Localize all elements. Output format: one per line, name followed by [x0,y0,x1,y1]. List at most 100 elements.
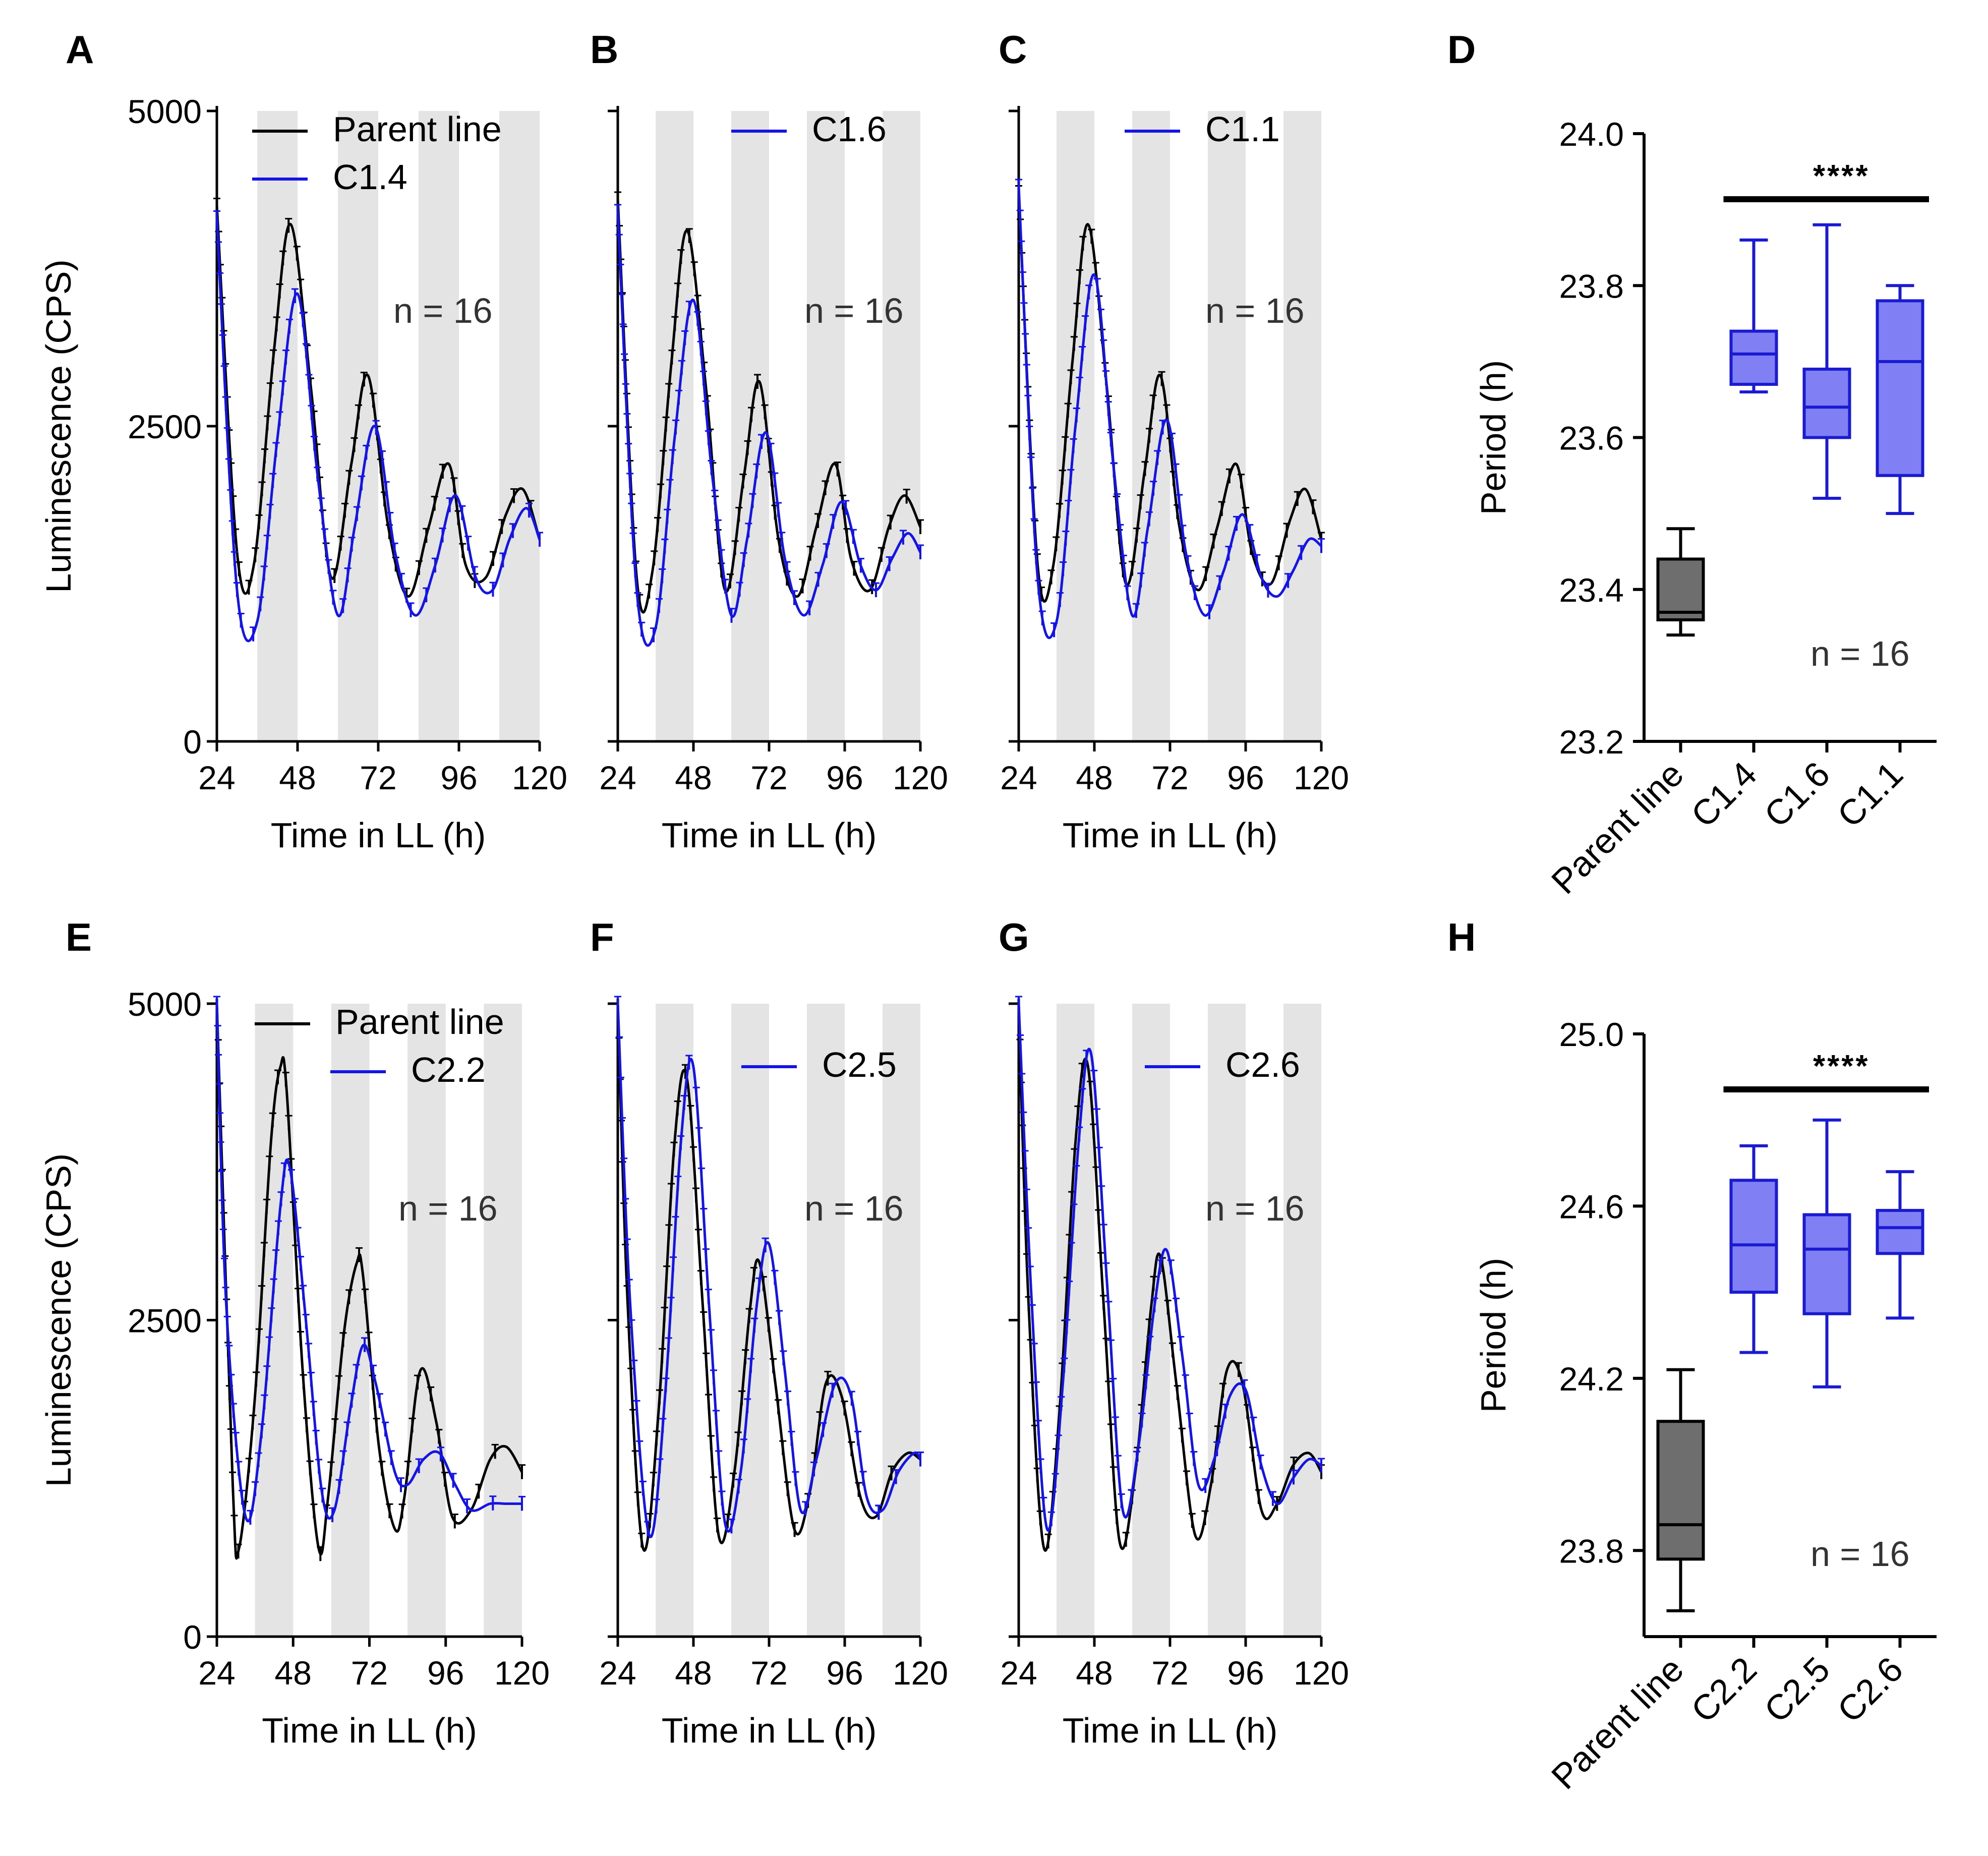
night-band [807,111,845,741]
n-label: n = 16 [398,1189,498,1228]
n-label: n = 16 [1205,291,1305,330]
y-tick-label: 24.6 [1559,1188,1624,1225]
panel-b-line-chart: 24 48 72 96 120 Time in LL (h) C1.6 n = 16 B [590,27,948,855]
x-tick-label: 96 [826,1654,863,1692]
x-category-label: C1.1 [1830,754,1910,835]
x-tick-label: 120 [1294,1654,1349,1692]
series-line-parent-line [1017,193,1323,603]
panel-letter: H [1447,915,1476,959]
x-tick-label: 48 [279,759,316,796]
box-parent-line [1656,1368,1705,1612]
panel-letter: C [999,27,1027,72]
x-tick-label: 48 [675,1654,712,1692]
night-band [484,1004,522,1637]
series-line-parent-line [215,1003,523,1560]
x-tick-label: 48 [675,759,712,796]
night-band [257,111,298,741]
x-tick-label: 72 [360,759,396,796]
box-iqr [1656,557,1705,621]
x-category-label: Parent line [1544,754,1691,901]
x-tick-label: 72 [1151,1654,1188,1692]
significance-stars: **** [1813,1049,1870,1084]
series-line-parent-line [616,199,922,614]
box-c1-1 [1876,284,1924,515]
x-axis-label: Time in LL (h) [662,816,877,855]
n-label: n = 16 [1810,634,1910,673]
x-tick-label: 24 [1000,759,1037,796]
x-tick-label: 72 [1151,759,1188,796]
x-tick-label: 48 [275,1654,312,1692]
significance-stars: **** [1813,159,1870,194]
x-tick-label: 24 [599,1654,636,1692]
box-iqr [1729,329,1778,386]
x-tick-label: 24 [198,759,235,796]
x-tick-label: 72 [750,1654,787,1692]
x-tick-label: 96 [826,759,863,796]
y-tick-label: 2500 [128,1302,202,1340]
y-tick-label: 23.6 [1559,420,1624,457]
y-axis-label: Period (h) [1474,360,1513,515]
legend-label: C1.4 [333,157,407,197]
x-tick-label: 72 [351,1654,388,1692]
x-axis-label: Time in LL (h) [662,1711,877,1750]
n-label: n = 16 [804,291,904,330]
box-parent-line [1656,527,1705,637]
y-tick-label: 24.0 [1559,115,1624,153]
x-axis-label: Time in LL (h) [271,816,486,855]
night-band [1208,1004,1246,1637]
x-axis-label: Time in LL (h) [1063,816,1278,855]
box-c1-4 [1729,238,1778,394]
night-band [1283,1004,1321,1637]
y-tick-label: 5000 [128,985,202,1023]
legend-label: Parent line [335,1002,504,1041]
panel-g-line-chart: 24 48 72 96 120 Time in LL (h) C2.6 n = 16 G [999,915,1349,1750]
y-tick-label: 5000 [128,93,202,130]
legend-label: Parent line [333,109,502,149]
panel-letter: E [66,915,92,959]
x-tick-label: 48 [1076,1654,1113,1692]
night-band [331,1004,370,1637]
x-tick-label: 24 [1000,1654,1037,1692]
night-band [1283,111,1321,741]
x-tick-label: 48 [1076,759,1113,796]
x-tick-label: 120 [494,1654,550,1692]
n-label: n = 16 [393,291,493,330]
box-iqr [1656,1420,1705,1561]
y-tick-label: 2500 [128,408,202,445]
x-tick-label: 96 [1227,1654,1264,1692]
night-band [1208,111,1246,741]
y-axis-label: Luminescence (CPS) [39,1153,78,1487]
n-label: n = 16 [1810,1534,1910,1574]
legend-label: C2.2 [411,1050,486,1089]
x-tick-label: 24 [599,759,636,796]
night-band [338,111,378,741]
panel-e-line-chart: 24 48 72 96 120 0 2500 5000 Time in LL (h) Lumine… [39,915,550,1750]
x-tick-label: 120 [893,1654,948,1692]
box-c1-6 [1802,223,1851,500]
panel-c-line-chart: 24 48 72 96 120 Time in LL (h) C1.1 n = 16 C [999,27,1349,855]
x-tick-label: 120 [1294,759,1349,796]
box-c2-2 [1729,1144,1778,1354]
y-tick-label: 23.8 [1559,267,1624,305]
y-axis-label: Luminescence (CPS) [39,259,78,593]
box-c2-5 [1802,1118,1851,1388]
panel-letter: F [590,915,614,959]
x-tick-label: 96 [427,1654,464,1692]
x-category-label: C2.5 [1757,1649,1837,1730]
n-label: n = 16 [1205,1189,1305,1228]
night-band [883,1004,920,1637]
panel-f-line-chart: 24 48 72 96 120 Time in LL (h) C2.5 n = 16 F [590,915,948,1750]
y-tick-label: 23.8 [1559,1532,1624,1570]
x-tick-label: 72 [750,759,787,796]
night-band [407,1004,446,1637]
night-band [499,111,540,741]
x-category-label: C1.4 [1683,754,1764,835]
night-band [419,111,459,741]
legend-label: C1.1 [1205,109,1280,149]
x-tick-label: 120 [512,759,567,796]
y-tick-label: 24.2 [1559,1360,1624,1398]
x-tick-label: 96 [440,759,477,796]
box-iqr [1802,1213,1851,1315]
